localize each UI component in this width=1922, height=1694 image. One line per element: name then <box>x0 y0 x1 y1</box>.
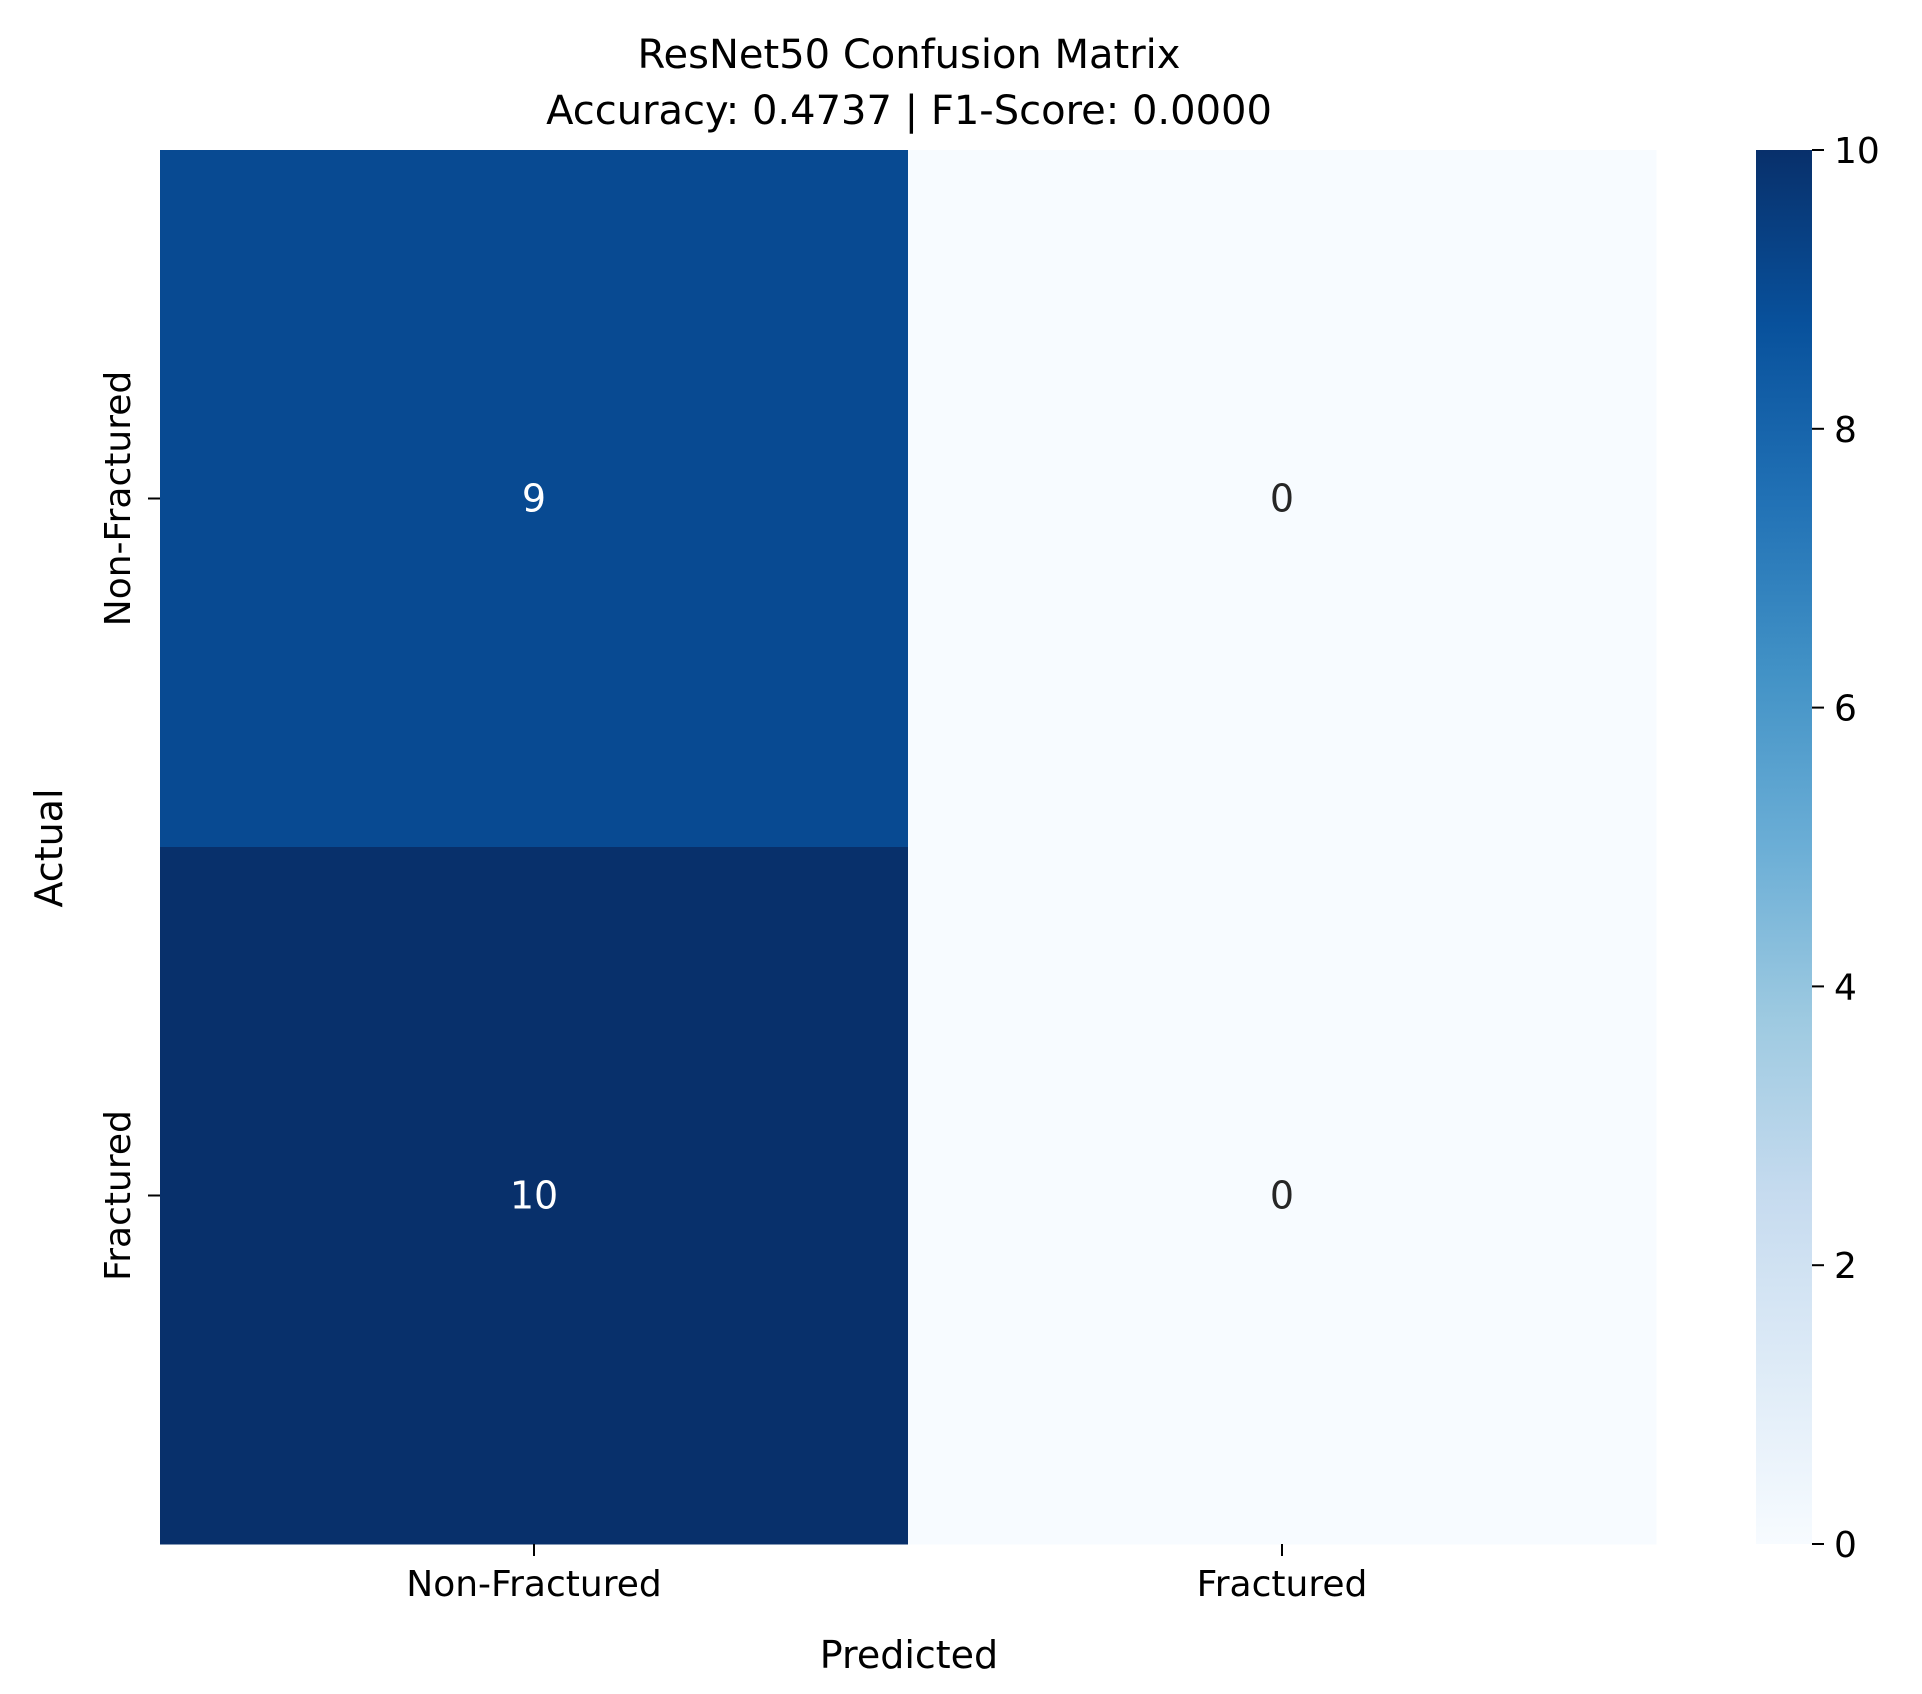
colorbar-tick-label: 0 <box>1834 1525 1857 1566</box>
heatmap-cell <box>908 150 1657 848</box>
x-tick-label: Fractured <box>1197 1564 1368 1605</box>
cell-value-label: 0 <box>1270 1174 1294 1218</box>
cell-value-label: 10 <box>510 1174 558 1218</box>
colorbar-gradient <box>1756 150 1812 1544</box>
colorbar-tick-label: 6 <box>1834 689 1857 730</box>
cell-value-label: 0 <box>1270 477 1294 521</box>
y-tick-label: Non-Fractured <box>98 371 139 626</box>
heatmap-cell <box>908 847 1657 1545</box>
chart-title-line-2: Accuracy: 0.4737 | F1-Score: 0.0000 <box>546 88 1272 134</box>
heatmap-cell <box>160 847 909 1545</box>
y-tick-label: Fractured <box>98 1110 139 1281</box>
heatmap-cell <box>160 150 909 848</box>
y-axis-label: Actual <box>27 788 71 907</box>
colorbar: 0 2 4 6 8 10 <box>1756 131 1880 1566</box>
heatmap-grid: 9 0 10 0 Non-Fractured Fractured Non-Fractured… <box>98 150 1657 1605</box>
x-axis-label: Predicted <box>820 1633 998 1677</box>
x-tick-label: Non-Fractured <box>406 1564 661 1605</box>
colorbar-tick-label: 8 <box>1834 410 1857 451</box>
cell-value-label: 9 <box>522 477 546 521</box>
colorbar-tick-label: 10 <box>1834 131 1880 172</box>
chart-title-line-1: ResNet50 Confusion Matrix <box>638 32 1181 78</box>
colorbar-tick-label: 2 <box>1834 1246 1857 1287</box>
colorbar-tick-label: 4 <box>1834 967 1857 1008</box>
